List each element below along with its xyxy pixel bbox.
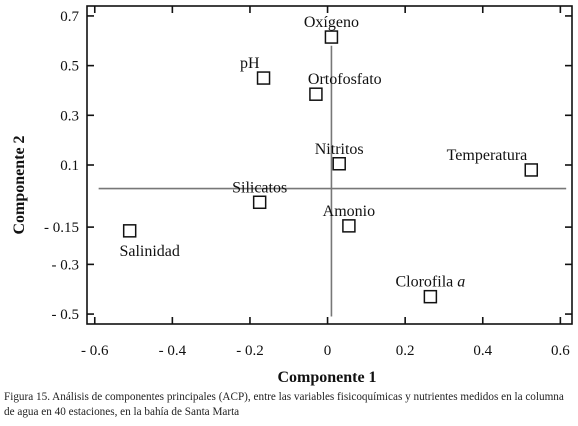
data-point-label: pH xyxy=(240,55,260,72)
y-tick-label: - 0.5 xyxy=(52,307,80,323)
data-points: Oxígeno pH Ortofosfato Nitritos Temperatura S… xyxy=(119,14,539,304)
y-tick-label: 0.5 xyxy=(60,59,79,75)
data-point-marker xyxy=(309,87,323,101)
data-point-marker xyxy=(122,224,137,238)
data-point-marker xyxy=(332,157,346,171)
x-tick-label: 0 xyxy=(324,343,332,359)
x-axis-ticks: - 0.6 - 0.4 - 0.2 0 0.2 0.4 0.6 xyxy=(81,6,570,359)
data-point-label: Clorofila a xyxy=(395,274,465,291)
x-axis-label: Componente 1 xyxy=(277,369,376,386)
y-tick-label: 0.7 xyxy=(60,9,79,25)
data-point-label: Salinidad xyxy=(119,243,179,260)
data-point-marker xyxy=(423,289,438,304)
data-point-label: Amonio xyxy=(323,203,375,220)
data-point-label: Silicatos xyxy=(232,179,287,196)
x-tick-label: 0.2 xyxy=(396,343,415,359)
x-tick-label: 0.4 xyxy=(473,343,492,359)
data-point-marker xyxy=(342,219,356,233)
data-point-label: Temperatura xyxy=(447,147,528,164)
data-point-label: Nitritos xyxy=(315,141,364,158)
data-point-label-italic: a xyxy=(457,274,465,291)
data-point-marker xyxy=(524,163,539,177)
x-tick-label: - 0.4 xyxy=(159,343,187,359)
plot-frame xyxy=(86,5,573,325)
figure-caption: Figura 15. Análisis de componentes princ… xyxy=(4,391,564,418)
pca-scatter-chart: - 0.6- 0.4- 0.2 0 0.2 0.4 0.6 0.70.50.30.1- … xyxy=(11,5,573,386)
y-axis-ticks: 0.7 0.5 0.3 0.1 - 0.15 - 0.3 - 0.5 xyxy=(44,9,572,323)
y-axis-label: Componente 2 xyxy=(11,135,28,234)
x-tick-label: - 0.2 xyxy=(236,343,264,359)
x-tick-label: 0.6 xyxy=(551,343,570,359)
y-tick-label: - 0.15 xyxy=(44,220,79,236)
y-tick-label: 0.3 xyxy=(60,108,79,124)
data-point-marker xyxy=(324,30,339,44)
y-tick-label: 0.1 xyxy=(60,158,79,174)
data-point-label: Ortofosfato xyxy=(308,71,382,88)
data-point-marker xyxy=(252,195,267,210)
data-point-marker xyxy=(256,71,271,85)
data-point-label: Oxígeno xyxy=(304,14,359,31)
y-tick-label: - 0.3 xyxy=(52,257,80,273)
x-tick-label: - 0.6 xyxy=(81,343,109,359)
